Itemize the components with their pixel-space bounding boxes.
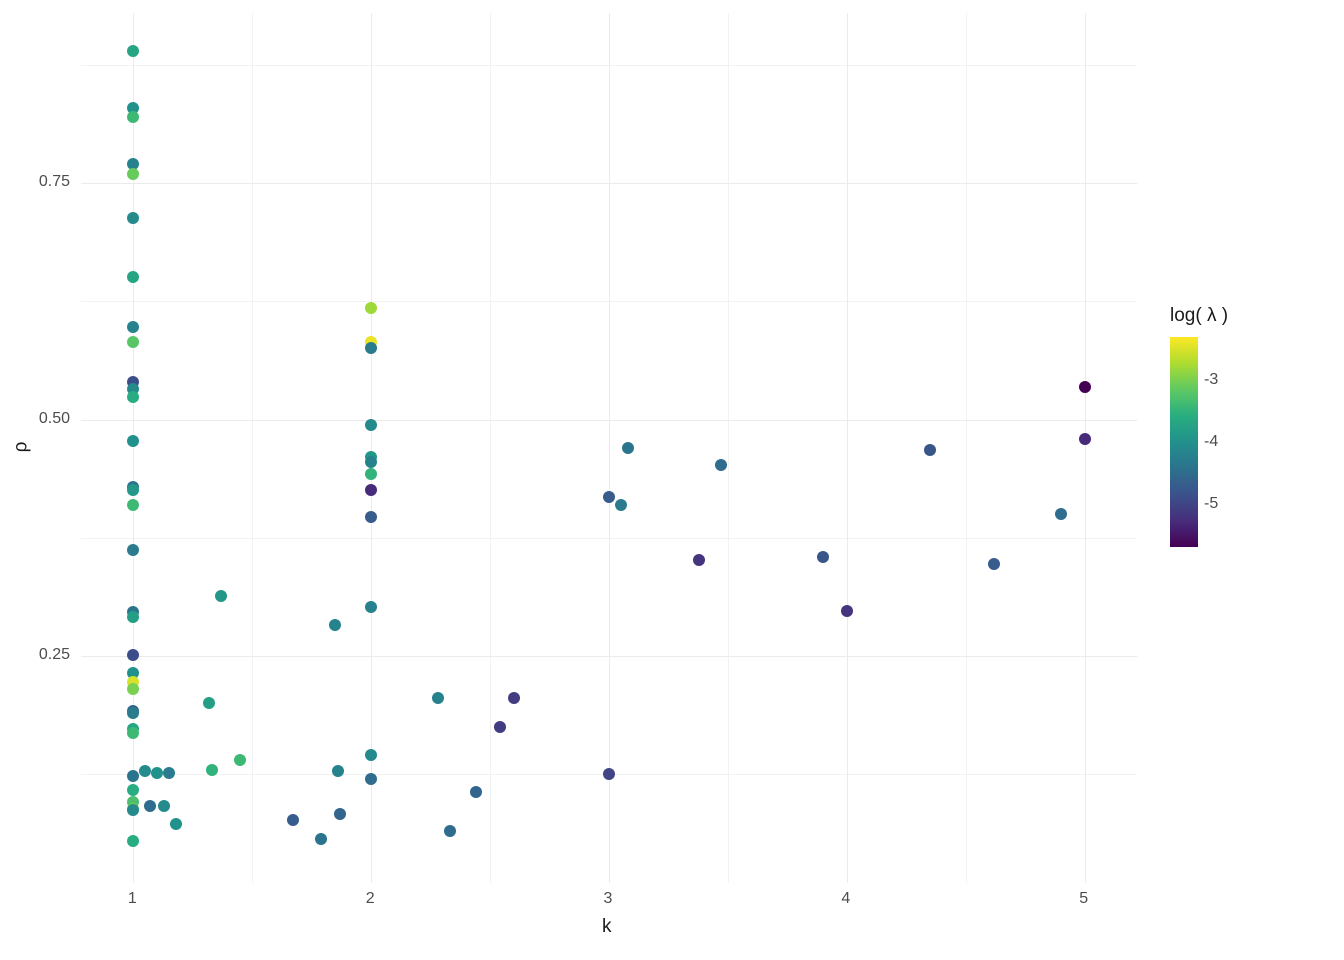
data-point bbox=[365, 511, 377, 523]
data-point bbox=[715, 459, 727, 471]
data-point bbox=[127, 835, 139, 847]
data-point bbox=[365, 773, 377, 785]
data-point bbox=[127, 321, 139, 333]
data-point bbox=[365, 419, 377, 431]
plot-panel bbox=[80, 12, 1138, 884]
data-point bbox=[127, 727, 139, 739]
colorbar: -3-4-5 bbox=[1170, 337, 1198, 547]
data-point bbox=[127, 683, 139, 695]
x-tick-label: 5 bbox=[1079, 890, 1088, 908]
data-point bbox=[127, 611, 139, 623]
data-point bbox=[287, 814, 299, 826]
gridline-minor-v bbox=[490, 13, 491, 883]
data-point bbox=[365, 749, 377, 761]
data-point bbox=[365, 484, 377, 496]
y-tick-label: 0.25 bbox=[39, 646, 70, 664]
data-point bbox=[139, 765, 151, 777]
data-point bbox=[508, 692, 520, 704]
data-point bbox=[841, 605, 853, 617]
gridline-major-v bbox=[1085, 13, 1086, 883]
data-point bbox=[1079, 381, 1091, 393]
data-point bbox=[170, 818, 182, 830]
data-point bbox=[127, 499, 139, 511]
data-point bbox=[163, 767, 175, 779]
data-point bbox=[127, 336, 139, 348]
data-point bbox=[127, 544, 139, 556]
data-point bbox=[127, 435, 139, 447]
data-point bbox=[365, 468, 377, 480]
data-point bbox=[234, 754, 246, 766]
y-tick-label: 0.75 bbox=[39, 173, 70, 191]
x-axis-title: k bbox=[602, 916, 612, 938]
gridline-minor-v bbox=[728, 13, 729, 883]
data-point bbox=[151, 767, 163, 779]
data-point bbox=[924, 444, 936, 456]
data-point bbox=[615, 499, 627, 511]
data-point bbox=[365, 456, 377, 468]
x-tick-label: 2 bbox=[366, 890, 375, 908]
gridline-major-v bbox=[133, 13, 134, 883]
data-point bbox=[127, 804, 139, 816]
data-point bbox=[215, 590, 227, 602]
data-point bbox=[494, 721, 506, 733]
data-point bbox=[158, 800, 170, 812]
data-point bbox=[693, 554, 705, 566]
data-point bbox=[127, 212, 139, 224]
gridline-major-v bbox=[609, 13, 610, 883]
x-tick-label: 3 bbox=[604, 890, 613, 908]
data-point bbox=[432, 692, 444, 704]
data-point bbox=[127, 271, 139, 283]
data-point bbox=[988, 558, 1000, 570]
x-tick-label: 4 bbox=[841, 890, 850, 908]
data-point bbox=[603, 491, 615, 503]
data-point bbox=[603, 768, 615, 780]
data-point bbox=[315, 833, 327, 845]
data-point bbox=[334, 808, 346, 820]
data-point bbox=[622, 442, 634, 454]
data-point bbox=[365, 342, 377, 354]
data-point bbox=[127, 168, 139, 180]
data-point bbox=[127, 770, 139, 782]
data-point bbox=[203, 697, 215, 709]
gridline-minor-v bbox=[966, 13, 967, 883]
data-point bbox=[470, 786, 482, 798]
gridline-major-v bbox=[847, 13, 848, 883]
data-point bbox=[444, 825, 456, 837]
data-point bbox=[365, 601, 377, 613]
chart-container: k ρ log( λ ) -3-4-5 123450.250.500.75 bbox=[0, 0, 1344, 960]
colorbar-tick-label: -3 bbox=[1204, 371, 1218, 389]
data-point bbox=[127, 484, 139, 496]
data-point bbox=[365, 302, 377, 314]
y-axis-title: ρ bbox=[10, 442, 32, 453]
data-point bbox=[127, 111, 139, 123]
x-tick-label: 1 bbox=[128, 890, 137, 908]
data-point bbox=[127, 784, 139, 796]
colorbar-tick-label: -5 bbox=[1204, 495, 1218, 513]
data-point bbox=[332, 765, 344, 777]
gridline-minor-v bbox=[252, 13, 253, 883]
data-point bbox=[817, 551, 829, 563]
data-point bbox=[1055, 508, 1067, 520]
data-point bbox=[144, 800, 156, 812]
color-legend: log( λ ) -3-4-5 bbox=[1170, 305, 1228, 547]
data-point bbox=[329, 619, 341, 631]
data-point bbox=[127, 649, 139, 661]
y-tick-label: 0.50 bbox=[39, 410, 70, 428]
data-point bbox=[127, 707, 139, 719]
data-point bbox=[206, 764, 218, 776]
data-point bbox=[127, 391, 139, 403]
data-point bbox=[1079, 433, 1091, 445]
colorbar-tick-label: -4 bbox=[1204, 433, 1218, 451]
data-point bbox=[127, 45, 139, 57]
legend-title: log( λ ) bbox=[1170, 305, 1228, 327]
